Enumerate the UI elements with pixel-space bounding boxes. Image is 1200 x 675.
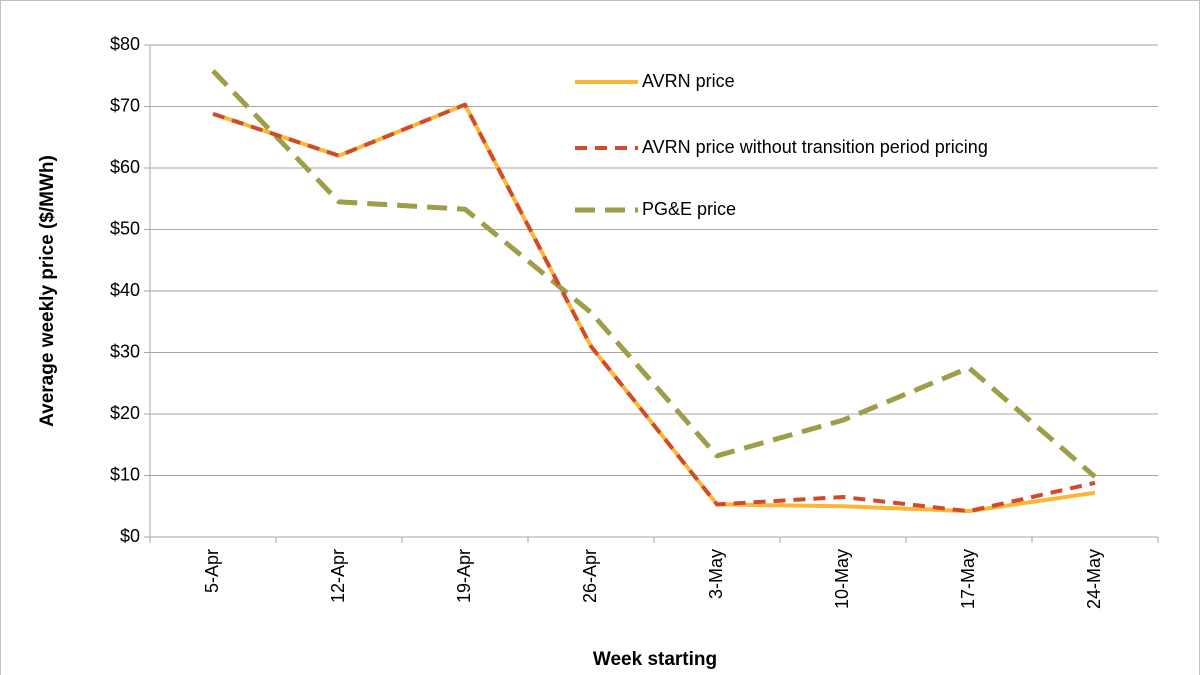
y-tick-label: $50 — [110, 218, 140, 238]
x-tick-label: 19-Apr — [454, 549, 474, 603]
legend-label: AVRN price — [642, 71, 735, 91]
x-tick-label: 26-Apr — [580, 549, 600, 603]
y-tick-label: $10 — [110, 464, 140, 484]
legend-label: PG&E price — [642, 199, 736, 219]
x-tick-label: 10-May — [832, 549, 852, 609]
y-tick-label: $30 — [110, 341, 140, 361]
legend-label: AVRN price without transition period pri… — [642, 137, 988, 157]
x-tick-label: 12-Apr — [328, 549, 348, 603]
y-tick-label: $0 — [120, 526, 140, 546]
x-tick-label: 17-May — [958, 549, 978, 609]
y-tick-label: $40 — [110, 280, 140, 300]
y-axis-title: Average weekly price ($/MWh) — [37, 155, 58, 427]
y-tick-label: $20 — [110, 403, 140, 423]
y-tick-label: $70 — [110, 95, 140, 115]
y-tick-label: $80 — [110, 34, 140, 54]
y-tick-label: $60 — [110, 157, 140, 177]
x-tick-label: 3-May — [706, 549, 726, 599]
x-axis-title: Week starting — [593, 649, 717, 670]
x-tick-label: 24-May — [1084, 549, 1104, 609]
series-line — [211, 69, 1097, 479]
series-line — [212, 102, 1096, 514]
x-tick-label: 5-Apr — [202, 549, 222, 593]
